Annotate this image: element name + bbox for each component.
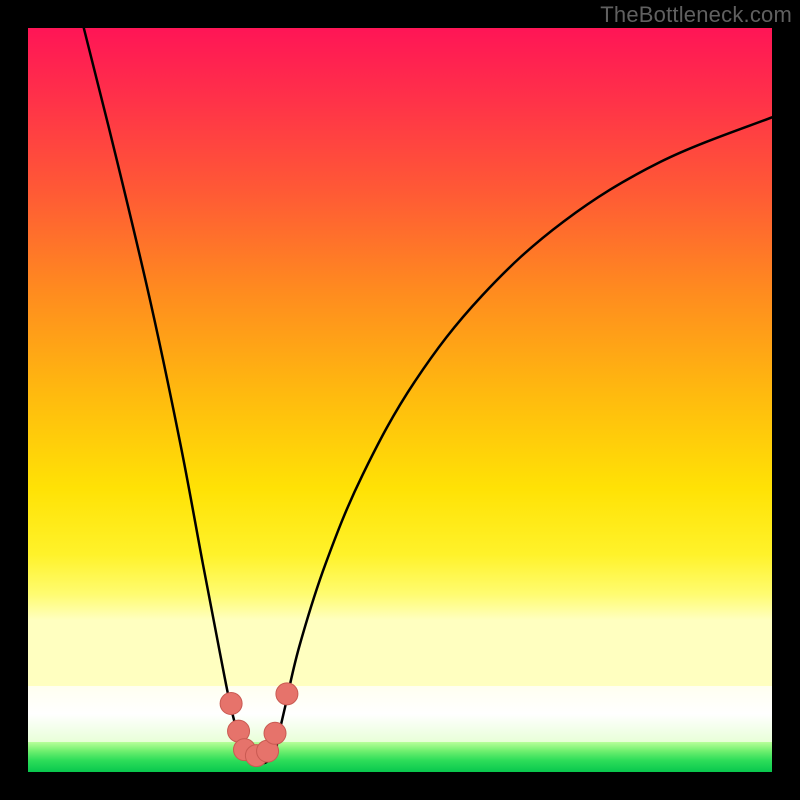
marker-dot <box>276 683 298 705</box>
marker-dot <box>220 693 242 715</box>
curve-markers <box>220 683 298 767</box>
marker-dot <box>264 722 286 744</box>
chart-frame: TheBottleneck.com <box>0 0 800 800</box>
plot-area <box>28 28 772 772</box>
watermark-text: TheBottleneck.com <box>600 2 792 28</box>
bottleneck-curve <box>84 28 772 763</box>
curve-layer <box>28 28 772 772</box>
